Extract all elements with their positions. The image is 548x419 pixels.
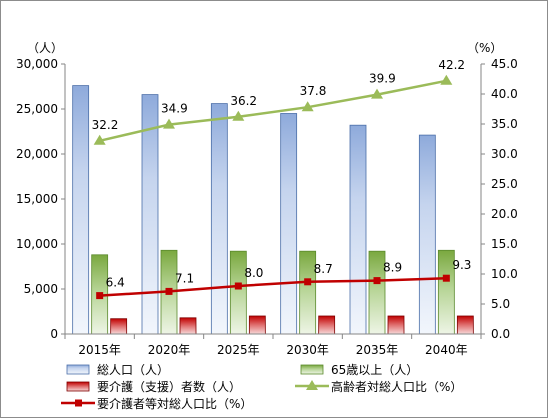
bar-care [248,315,266,335]
legend-elderly-ratio-label: 高齢者対総人口比（%） [331,379,462,394]
care-ratio-line [99,276,447,297]
bar-population [72,85,90,335]
bar-care [179,317,197,335]
category-label: 2025年 [217,343,260,357]
left-tick-label: 5,000 [24,282,58,296]
right-tick-label: 0.0 [491,327,510,341]
bar-care [318,315,336,335]
legend-care-swatch [66,381,90,392]
care-ratio-marker [165,287,173,295]
bar-care [387,315,405,335]
bar-care [110,318,128,335]
care-ratio-marker [442,274,450,282]
right-tick-label: 40.0 [491,87,518,101]
elderly-ratio-label: 36.2 [230,94,257,108]
care-ratio-label: 8.7 [314,262,333,276]
left-tick-label: 0 [50,327,58,341]
care-ratio-label: 9.3 [452,258,471,272]
care-ratio-label: 8.0 [244,266,263,280]
elderly-ratio-label: 32.2 [92,118,119,132]
right-tick-label: 5.0 [491,297,510,311]
elderly-ratio-marker [371,88,383,99]
right-axis-unit: （%） [467,41,502,55]
left-tick-label: 25,000 [16,102,58,116]
elderly-ratio-label: 34.9 [161,102,188,116]
category-label: 2030年 [286,343,329,357]
care-ratio-marker [234,282,242,290]
care-ratio-marker [373,277,381,285]
elderly-ratio-marker [440,74,453,85]
category-label: 2035年 [356,343,399,357]
right-tick-label: 20.0 [491,207,518,221]
elderly-ratio-label: 39.9 [369,72,396,86]
elderly-ratio-marker [163,118,175,129]
right-tick-label: 35.0 [491,117,518,131]
elderly-ratio-marker [232,110,245,121]
elderly-ratio-marker [93,134,106,145]
care-ratio-marker [304,278,312,286]
elderly-ratio-label: 42.2 [438,58,465,72]
legend-elderly-ratio-marker [306,380,318,390]
bar-population [349,124,367,335]
legend-care-ratio-marker [75,399,82,407]
right-tick-label: 15.0 [491,237,518,251]
bar-population [280,113,298,335]
category-label: 2020年 [148,343,191,357]
left-tick-label: 30,000 [16,57,58,71]
legend-elderly-swatch [300,364,324,375]
bar-care [456,315,474,335]
category-label: 2040年 [425,343,468,357]
category-label: 2015年 [78,343,121,357]
legend-care-label: 要介護（支援）者数（人） [97,379,241,394]
care-ratio-label: 8.9 [383,261,402,275]
elderly-ratio-label: 37.8 [300,84,327,98]
left-tick-label: 15,000 [16,192,58,206]
elderly-ratio-marker [301,101,314,112]
care-ratio-label: 7.1 [175,271,194,285]
legend-population-label: 総人口（人） [97,363,169,377]
right-tick-label: 25.0 [491,177,518,191]
right-tick-label: 10.0 [491,267,518,281]
care-ratio-marker [96,292,104,300]
bar-elderly [229,250,247,335]
legend-elderly-label: 65歳以上（人） [331,363,418,377]
left-axis-unit: （人） [27,41,63,55]
elderly-ratio-line [99,79,447,143]
left-tick-label: 20,000 [16,147,58,161]
care-ratio-label: 6.4 [106,276,125,290]
bar-population [210,103,228,335]
right-tick-label: 30.0 [491,147,518,161]
bar-population [418,134,436,335]
right-tick-label: 45.0 [491,57,518,71]
legend-care-ratio-label: 要介護者等対総人口比（%） [97,396,252,411]
left-tick-label: 10,000 [16,237,58,251]
legend-population-swatch [66,364,90,375]
